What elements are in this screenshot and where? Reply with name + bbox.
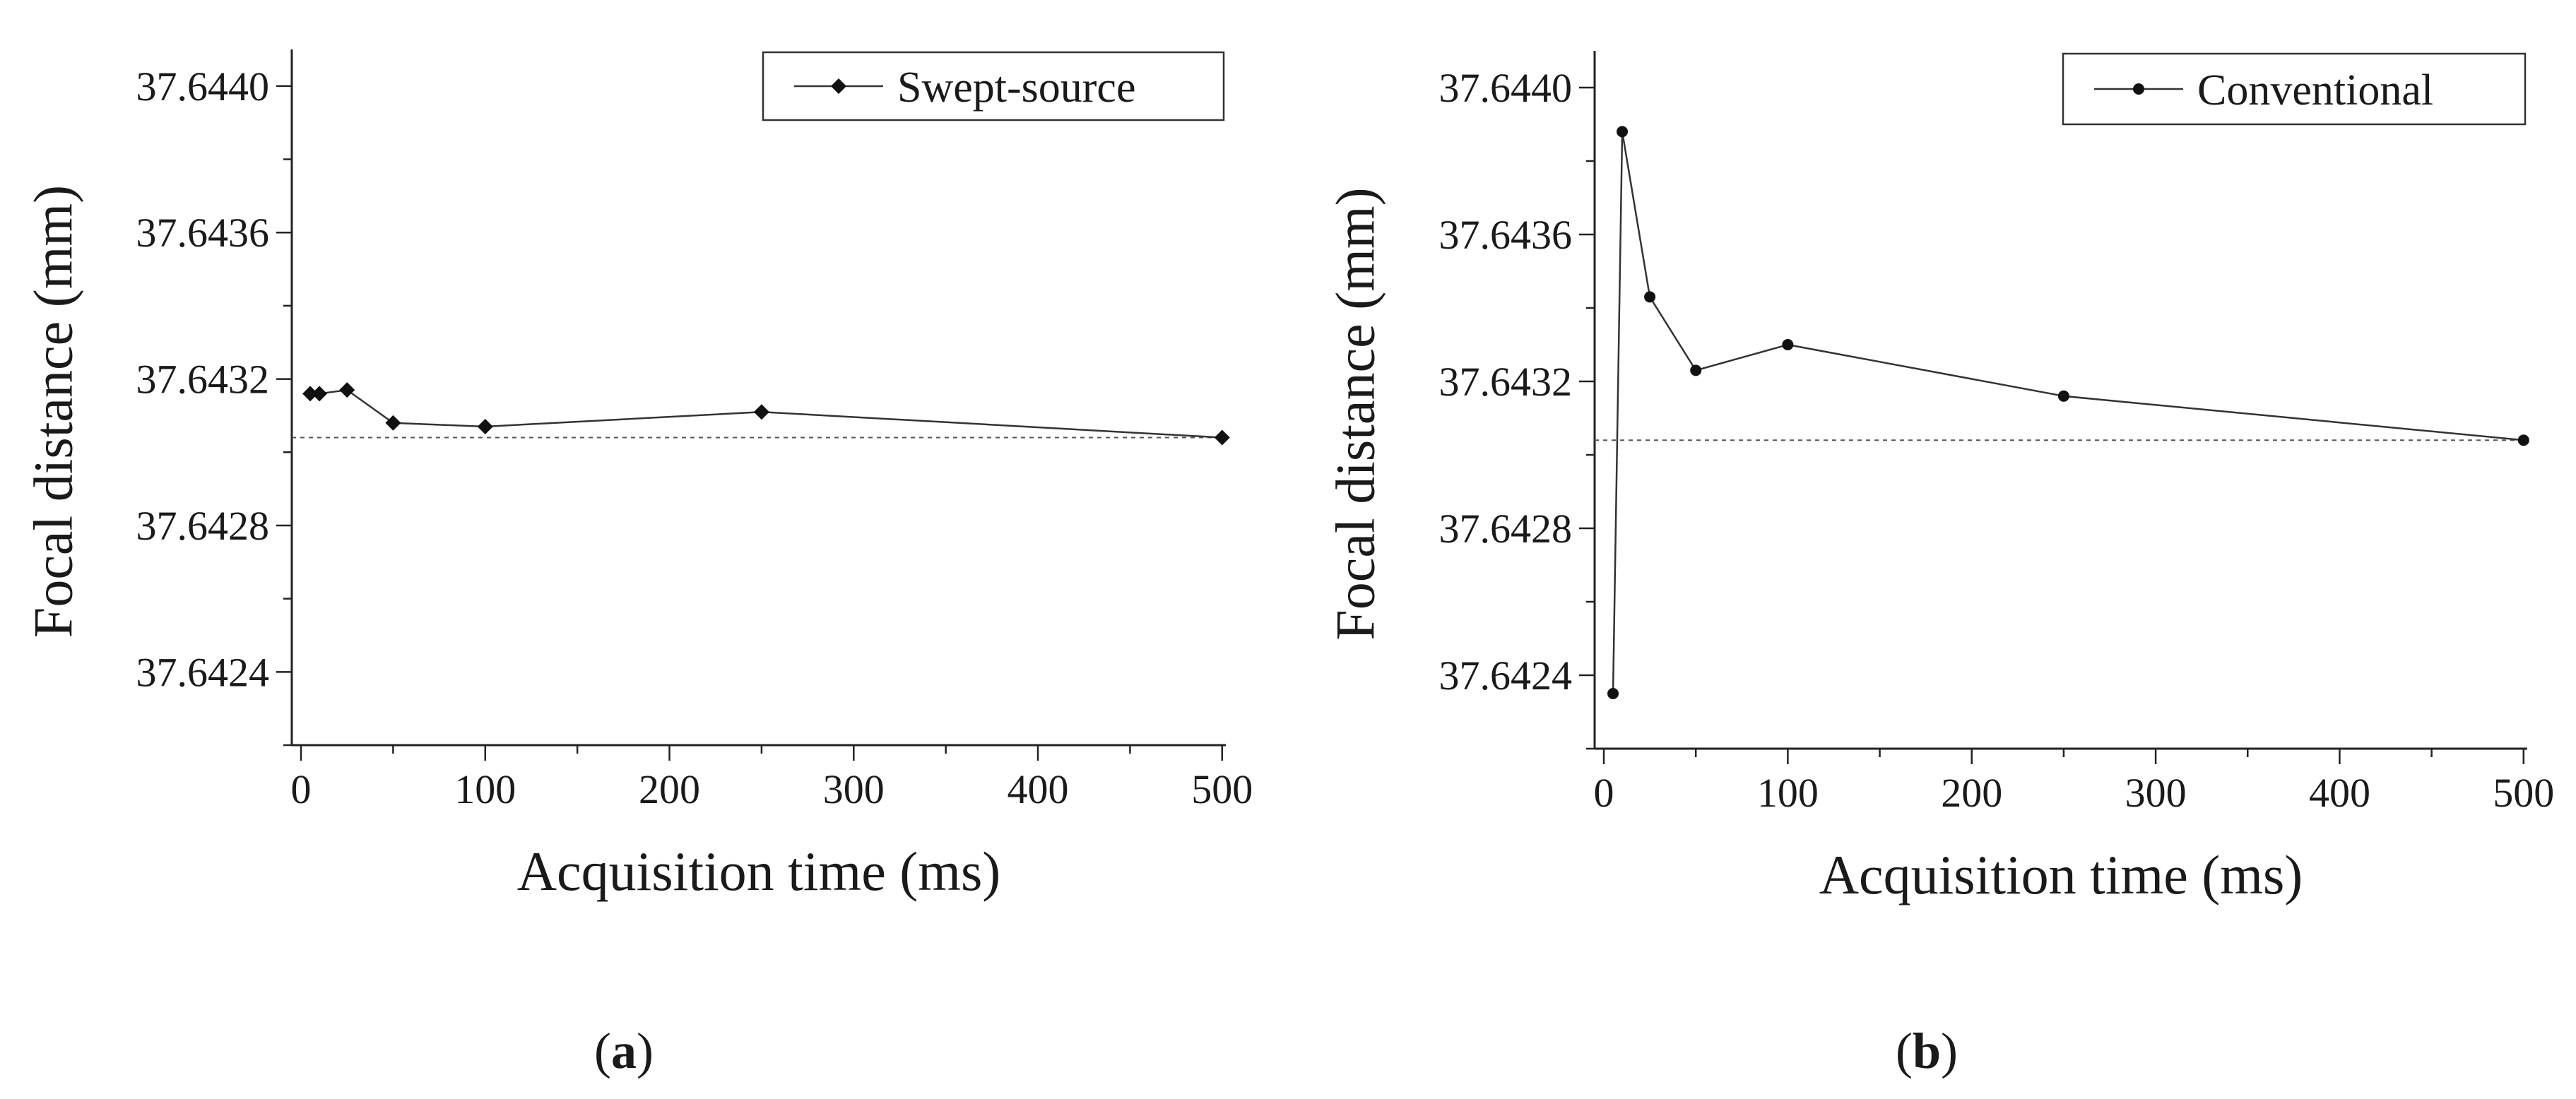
x-tick-label: 400: [1008, 766, 1069, 812]
data-point: [1617, 126, 1629, 138]
y-tick-label: 37.6432: [1439, 359, 1573, 405]
y-tick-label: 37.6424: [1439, 653, 1573, 699]
x-tick-label: 100: [454, 766, 516, 812]
x-tick-label: 0: [1594, 770, 1614, 816]
data-point: [385, 415, 401, 431]
y-axis-title: Focal distance (mm): [1325, 187, 1386, 640]
x-tick-label: 500: [1191, 766, 1253, 812]
y-tick-label: 37.6436: [1439, 212, 1573, 258]
panel-a: 0 100 200 300 400 500 37.6424 37.6428 37.6432 37.…: [23, 49, 1253, 1079]
data-point: [1782, 339, 1794, 350]
data-point: [2517, 434, 2529, 446]
y-tick-label: 37.6428: [136, 503, 270, 549]
y-tick-label: 37.6432: [136, 357, 270, 403]
data-point: [1607, 688, 1619, 699]
panel-label: (b): [1896, 1023, 1958, 1079]
data-point: [302, 386, 319, 402]
y-tick-label: 37.6428: [1439, 506, 1573, 552]
data-point: [339, 382, 355, 398]
y-axis-title: Focal distance (mm): [23, 185, 84, 638]
x-tick-label: 300: [2125, 770, 2187, 816]
x-tick-label: 400: [2309, 770, 2370, 816]
data-point: [1644, 291, 1656, 303]
x-tick-label: 500: [2493, 770, 2554, 816]
x-tick-label: 200: [1941, 770, 2002, 816]
data-point: [477, 418, 493, 434]
data-point: [1214, 429, 1230, 446]
legend-marker: [2133, 83, 2144, 95]
x-tick-label: 200: [639, 766, 700, 812]
y-tick-label: 37.6424: [136, 649, 270, 695]
legend-label: Swept-source: [897, 64, 1135, 112]
x-axis-title: Acquisition time (ms): [1819, 844, 2303, 905]
data-point: [312, 386, 328, 402]
y-tick-label: 37.6440: [1439, 65, 1573, 111]
series-line: [1612, 131, 2524, 694]
panel-b: 0 100 200 300 400 500 37.6424 37.6428 37.6432 37.…: [1325, 51, 2554, 1079]
x-axis-title: Acquisition time (ms): [517, 840, 1001, 902]
data-point: [2057, 390, 2069, 402]
data-point: [1690, 364, 1702, 376]
y-tick-label: 37.6436: [136, 210, 270, 256]
x-tick-label: 300: [823, 766, 885, 812]
x-tick-label: 100: [1757, 770, 1819, 816]
legend-marker: [831, 78, 846, 94]
x-tick-label: 0: [291, 766, 312, 812]
panel-label: (a): [594, 1023, 654, 1079]
data-point: [753, 404, 769, 420]
legend-label: Conventional: [2197, 66, 2433, 114]
y-tick-label: 37.6440: [136, 64, 270, 109]
